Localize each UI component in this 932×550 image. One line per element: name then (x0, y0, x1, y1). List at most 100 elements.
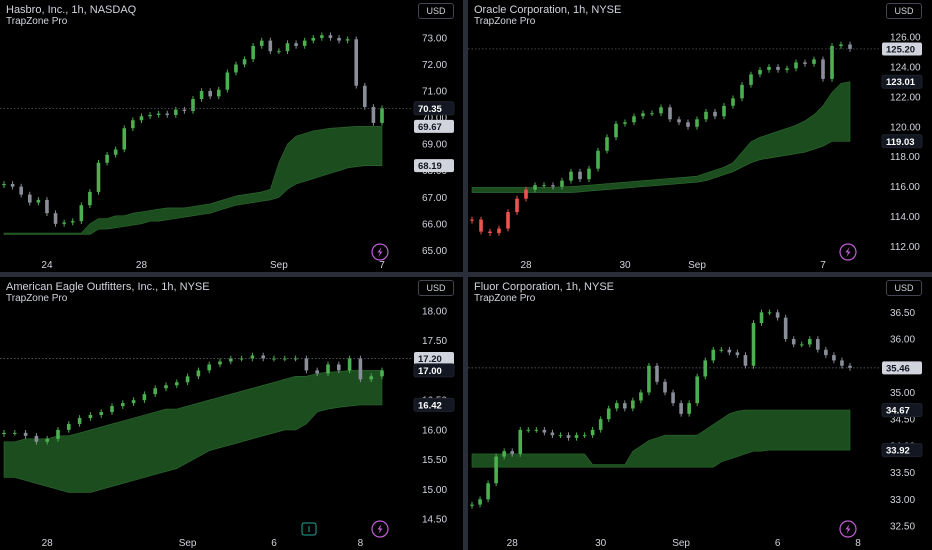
candle-body (131, 400, 136, 404)
candle-body (832, 355, 836, 361)
trapzone-band (3, 370, 383, 493)
candle-body (311, 37, 316, 41)
y-tick-label: 73.00 (422, 33, 447, 44)
chart-svg-1[interactable]: 126.00 124.00 122.00 120.00 118.00 116.00 114.… (468, 0, 932, 272)
candle-body (45, 199, 49, 214)
y-tick-label: 66.00 (422, 219, 447, 230)
candle-body (590, 429, 595, 436)
chart-svg-2[interactable]: 18.0017.5017.0016.5016.0015.5015.0014.50… (0, 277, 463, 550)
price-badge (881, 74, 923, 89)
x-tick-label: Sep (688, 260, 706, 271)
candle-body (62, 222, 66, 224)
candle-body (767, 312, 772, 314)
lightning-icon (839, 243, 857, 261)
candle-body (315, 370, 319, 374)
price-badge-label: 125.20 (886, 44, 915, 55)
candle-body (320, 35, 324, 38)
bar-chart-flag-icon (301, 522, 317, 536)
currency-button[interactable]: USD (418, 280, 454, 296)
candle-body (148, 114, 152, 117)
candle-body (515, 198, 519, 213)
x-tick-label: Sep (179, 538, 197, 549)
candle-body (824, 349, 828, 356)
candle-body (261, 355, 265, 359)
price-badge-label: 123.01 (886, 77, 916, 88)
candle-body (185, 376, 190, 383)
y-tick-label: 36.50 (890, 308, 915, 319)
candle-body (799, 344, 804, 346)
candle-body (272, 358, 276, 360)
candle-body (105, 154, 109, 163)
candle-body (99, 412, 103, 416)
y-tick-label: 32.50 (890, 521, 915, 532)
candle-body (533, 185, 537, 190)
candle-body (208, 91, 212, 97)
candle-body (34, 435, 39, 442)
candle-body (70, 221, 75, 223)
candle-body (663, 381, 667, 393)
candle-body (229, 358, 233, 362)
y-tick-label: 120.00 (890, 122, 921, 133)
candle-body (470, 504, 474, 506)
candle-body (598, 419, 603, 430)
candle-body (285, 43, 290, 52)
chart-svg-3[interactable]: 36.5036.0035.5035.0034.5034.0033.5033.00… (468, 277, 932, 550)
y-tick-label: 114.00 (890, 212, 920, 223)
currency-button[interactable]: USD (418, 3, 454, 19)
trapzone-band (3, 126, 383, 235)
trapzone-band (471, 81, 851, 193)
chart-pane-oracle[interactable]: 126.00 124.00 122.00 120.00 118.00 116.00 114.… (468, 0, 932, 272)
candle-body (380, 108, 384, 123)
candle-body (510, 451, 515, 454)
candle-body (542, 429, 547, 433)
pane-divider-horizontal[interactable] (0, 272, 932, 277)
candle-body (268, 40, 273, 52)
trapzone-band (471, 409, 851, 468)
chart-pane-fluor[interactable]: 36.5036.0035.5035.0034.5034.0033.5033.00… (468, 277, 932, 550)
candle-body (614, 123, 618, 138)
candle-body (816, 339, 820, 350)
candle-body (294, 43, 298, 46)
candle-body (502, 451, 506, 457)
currency-button[interactable]: USD (886, 3, 922, 19)
y-tick-label: 116.00 (890, 182, 920, 193)
candle-body (479, 219, 483, 232)
x-tick-label: 28 (42, 538, 54, 549)
candle-body (791, 339, 796, 345)
x-tick-label: 28 (520, 260, 532, 271)
candle-body (794, 62, 798, 69)
candle-body (250, 355, 255, 359)
candle-body (345, 39, 350, 41)
candle-body (293, 358, 298, 360)
currency-button[interactable]: USD (886, 280, 922, 296)
candle-body (363, 85, 367, 107)
price-badge-label: 34.67 (886, 406, 910, 417)
candle-body (191, 99, 195, 111)
candle-body (45, 438, 49, 442)
price-badge-label: 16.42 (418, 400, 442, 411)
candle-body (251, 45, 255, 60)
price-badge (881, 134, 923, 149)
chart-title: American Eagle Outfitters, Inc., 1h, NYS… (6, 281, 210, 293)
candle-body (551, 185, 555, 187)
candle-body (142, 394, 147, 401)
candle-body (337, 364, 341, 371)
chart-svg-0[interactable]: 73.0072.0071.0070.0069.0068.0067.0066.00… (0, 0, 463, 272)
lightning-icon (371, 520, 389, 538)
price-badge (881, 443, 923, 458)
candle-body (478, 499, 482, 505)
x-tick-label: 28 (136, 260, 148, 271)
y-tick-label: 122.00 (890, 92, 921, 103)
candle-body (582, 435, 587, 437)
candle-body (735, 352, 740, 356)
candle-body (731, 98, 735, 106)
chart-pane-american-eagle[interactable]: 18.0017.5017.0016.5016.0015.5015.0014.50… (0, 277, 463, 550)
candle-body (88, 191, 92, 206)
candle-body (704, 111, 708, 120)
candle-body (550, 432, 555, 436)
candle-body (380, 370, 384, 377)
candle-body (164, 385, 168, 389)
candle-body (2, 183, 6, 186)
chart-pane-hasbro[interactable]: 73.0072.0071.0070.0069.0068.0067.0066.00… (0, 0, 463, 272)
candle-body (659, 107, 663, 114)
